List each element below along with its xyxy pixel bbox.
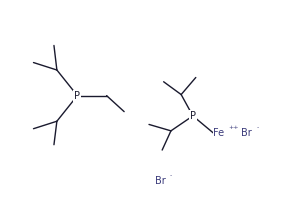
- Text: -: -: [170, 173, 172, 178]
- Text: Br: Br: [241, 128, 252, 138]
- Text: P: P: [190, 111, 196, 121]
- Text: P: P: [74, 91, 80, 101]
- Text: ++: ++: [229, 125, 239, 130]
- Text: -: -: [256, 125, 259, 130]
- Text: Fe: Fe: [213, 128, 224, 138]
- Text: Br: Br: [155, 176, 166, 186]
